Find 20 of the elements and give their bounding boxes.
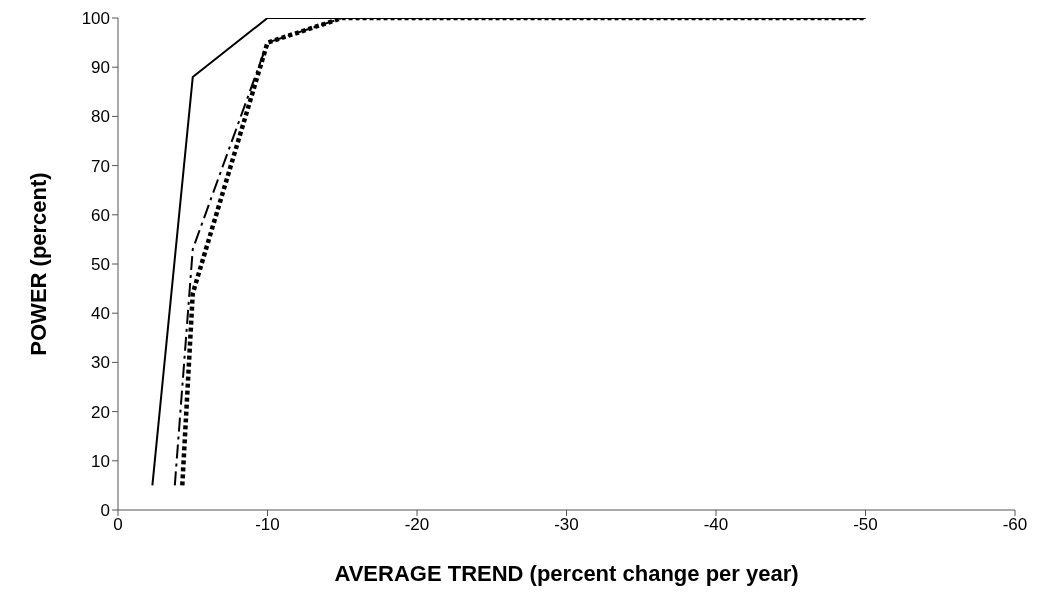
y-tick-label: 100 (81, 9, 110, 29)
x-tick-label: -60 (1002, 515, 1028, 535)
y-tick-label: 60 (91, 205, 110, 225)
y-tick-label: 90 (91, 58, 110, 78)
x-tick-label: -40 (703, 515, 729, 535)
x-tick-label: -30 (554, 515, 579, 535)
y-tick-label: 10 (91, 451, 110, 471)
y-tick-label: 50 (91, 255, 110, 275)
x-tick-label: -10 (255, 515, 280, 535)
y-tick-label: 20 (91, 402, 110, 422)
y-tick-label: 30 (91, 353, 110, 373)
y-tick-label: 80 (91, 107, 110, 127)
x-axis-title: AVERAGE TREND (percent change per year) (334, 560, 799, 586)
y-tick-label: 0 (100, 501, 110, 521)
x-tick-label: -50 (853, 515, 878, 535)
x-tick-label: 0 (113, 515, 123, 535)
y-tick-label: 40 (91, 304, 110, 324)
y-axis-title: POWER (percent) (25, 172, 51, 356)
y-tick-label: 70 (91, 156, 110, 176)
x-tick-label: -20 (404, 515, 430, 535)
